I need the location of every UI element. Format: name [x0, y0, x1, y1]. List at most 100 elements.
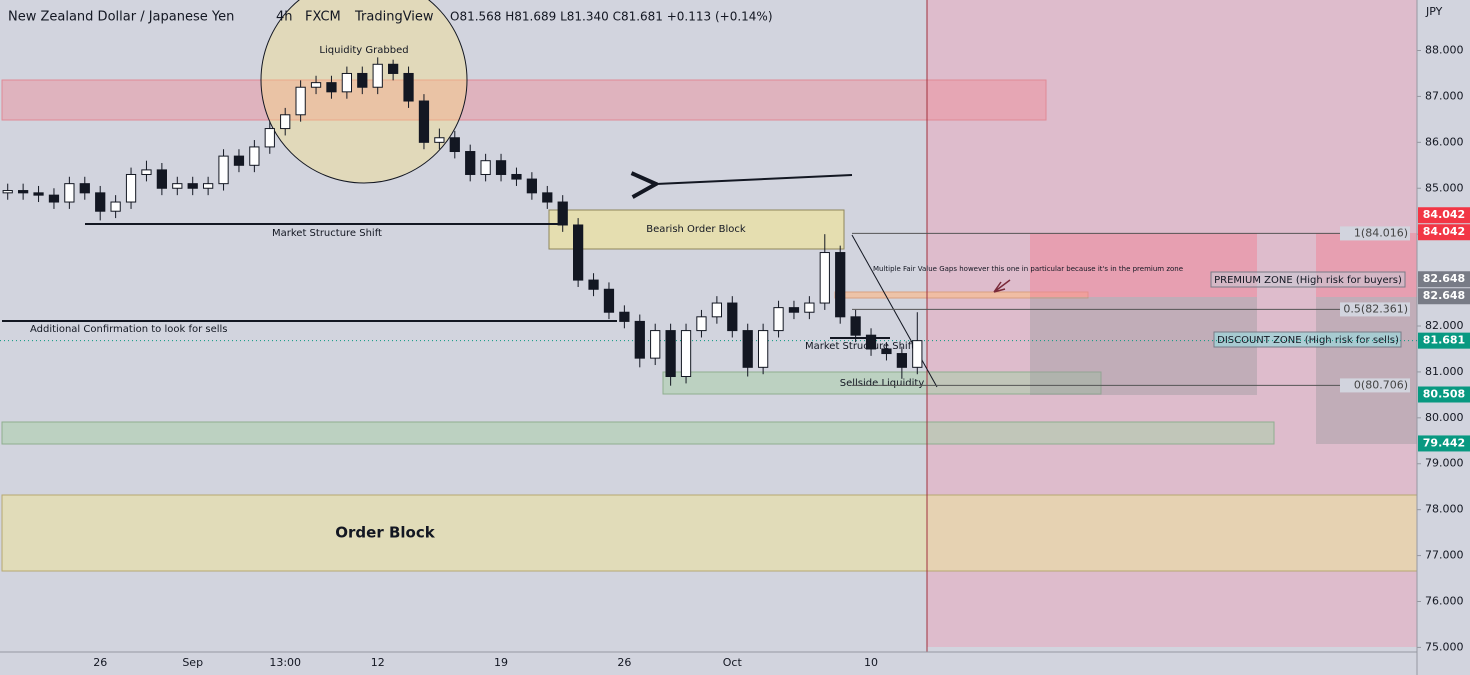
candle-body — [233, 155, 245, 166]
y-tick-label: 75.000 — [1425, 640, 1464, 653]
candle-body — [696, 316, 707, 332]
candle-body — [33, 192, 44, 196]
demand-zone — [1, 421, 1275, 445]
x-tick-label: 19 — [494, 656, 508, 669]
pointer — [993, 279, 1011, 293]
x-tick-label: Oct — [723, 656, 743, 669]
candle-body — [865, 334, 877, 350]
candle-body — [372, 63, 383, 88]
candle-body — [264, 128, 275, 148]
candle-body — [912, 340, 923, 368]
candle-body — [835, 252, 846, 318]
candle-body — [465, 151, 476, 175]
candle-body — [727, 302, 738, 332]
x-tick-label: 10 — [864, 656, 878, 669]
symbol: New Zealand Dollar / Japanese Yen — [8, 10, 234, 25]
candle-body — [758, 330, 769, 368]
y-tick-label: 87.000 — [1425, 89, 1464, 102]
fib-label: 0(80.706) — [1354, 378, 1408, 391]
price-label-bg — [1418, 271, 1470, 288]
candle-body — [495, 160, 507, 175]
price-label: 84.042 — [1423, 208, 1465, 221]
candle-body — [172, 183, 183, 189]
price-label-bg — [1418, 288, 1470, 305]
candle-body — [557, 201, 568, 226]
quote: O81.568 H81.689 L81.340 C81.681 +0.113 (… — [450, 10, 773, 24]
candle-body — [388, 63, 399, 74]
x-tick-label: 26 — [93, 656, 107, 669]
annotation: Additional Confirmation to look for sell… — [30, 324, 228, 335]
candle-body — [2, 190, 13, 194]
price-label-bg — [1418, 435, 1470, 452]
price-label-bg — [1418, 386, 1470, 403]
candle-body — [819, 252, 830, 304]
fib-trend — [851, 234, 938, 388]
candle-body — [896, 353, 907, 368]
candle-body — [665, 330, 676, 378]
candle-body — [511, 173, 522, 180]
label-box — [1210, 271, 1406, 288]
candle-body — [650, 330, 661, 359]
annotation: Multiple Fair Value Gaps however this on… — [873, 265, 1183, 273]
fib-label: 0.5(82.361) — [1343, 302, 1408, 315]
candle-body — [619, 311, 630, 322]
candle-body — [110, 201, 121, 212]
candle-body — [881, 348, 892, 355]
candle-body — [711, 302, 722, 318]
y-tick-label: 85.000 — [1425, 181, 1464, 194]
annotation: Sellside Liquidity — [840, 378, 925, 389]
discount-zone — [1316, 297, 1417, 444]
y-tick-label: 82.000 — [1425, 319, 1464, 332]
candle-body — [788, 307, 800, 313]
candle-body — [156, 169, 167, 189]
candle-body — [48, 194, 60, 203]
price-label: 84.042 — [1423, 225, 1465, 238]
candle-body — [526, 178, 537, 194]
arrow — [656, 175, 853, 184]
candle-body — [79, 183, 90, 194]
candle-body — [326, 82, 337, 93]
order-block-zone — [1, 494, 1418, 572]
annotation: Market Structure Shift — [805, 341, 915, 352]
candle-body — [449, 137, 460, 153]
candle-body — [418, 100, 430, 143]
y-tick-label: 88.000 — [1425, 44, 1464, 57]
annotation: Market Structure Shift — [272, 228, 382, 239]
bearish-ob-zone — [548, 209, 845, 250]
y-tick-label: 78.000 — [1425, 503, 1464, 516]
candle-body — [480, 160, 491, 175]
fib-label-bg — [1340, 302, 1410, 317]
price-label-bg — [1418, 332, 1470, 349]
price-label: 82.648 — [1423, 289, 1465, 302]
y-tick-label: 86.000 — [1425, 135, 1464, 148]
x-tick-label: 26 — [617, 656, 631, 669]
price-label: 81.681 — [1423, 334, 1465, 347]
candle-body — [310, 82, 322, 88]
candle-body — [218, 155, 229, 185]
candle-body — [95, 192, 106, 212]
candle-body — [187, 183, 198, 189]
candle-body — [588, 279, 599, 290]
candle-body — [141, 169, 152, 175]
annotation: PREMIUM ZONE (High risk for buyers) — [1214, 275, 1402, 286]
price-label-bg — [1418, 224, 1470, 241]
platform: TradingView — [354, 10, 434, 25]
fib-label-bg — [1340, 226, 1410, 241]
annotation: Bearish Order Block — [646, 224, 746, 235]
annotation: Order Block — [335, 524, 435, 542]
candle-body — [280, 114, 291, 130]
price-label: 79.442 — [1423, 436, 1465, 449]
candle-body — [403, 72, 414, 102]
candle-body — [295, 86, 306, 116]
price-label-bg — [1418, 207, 1470, 224]
candle-body — [634, 320, 645, 359]
candle-body — [542, 192, 553, 203]
x-tick-label: 12 — [371, 656, 385, 669]
x-tick-label: 13:00 — [269, 656, 301, 669]
candle-body — [434, 137, 445, 143]
candle-body — [850, 316, 861, 336]
price-label: 82.648 — [1423, 272, 1465, 285]
y-tick-label: 80.000 — [1425, 411, 1464, 424]
candle-body — [573, 224, 584, 281]
fib-label-bg — [1340, 378, 1410, 393]
